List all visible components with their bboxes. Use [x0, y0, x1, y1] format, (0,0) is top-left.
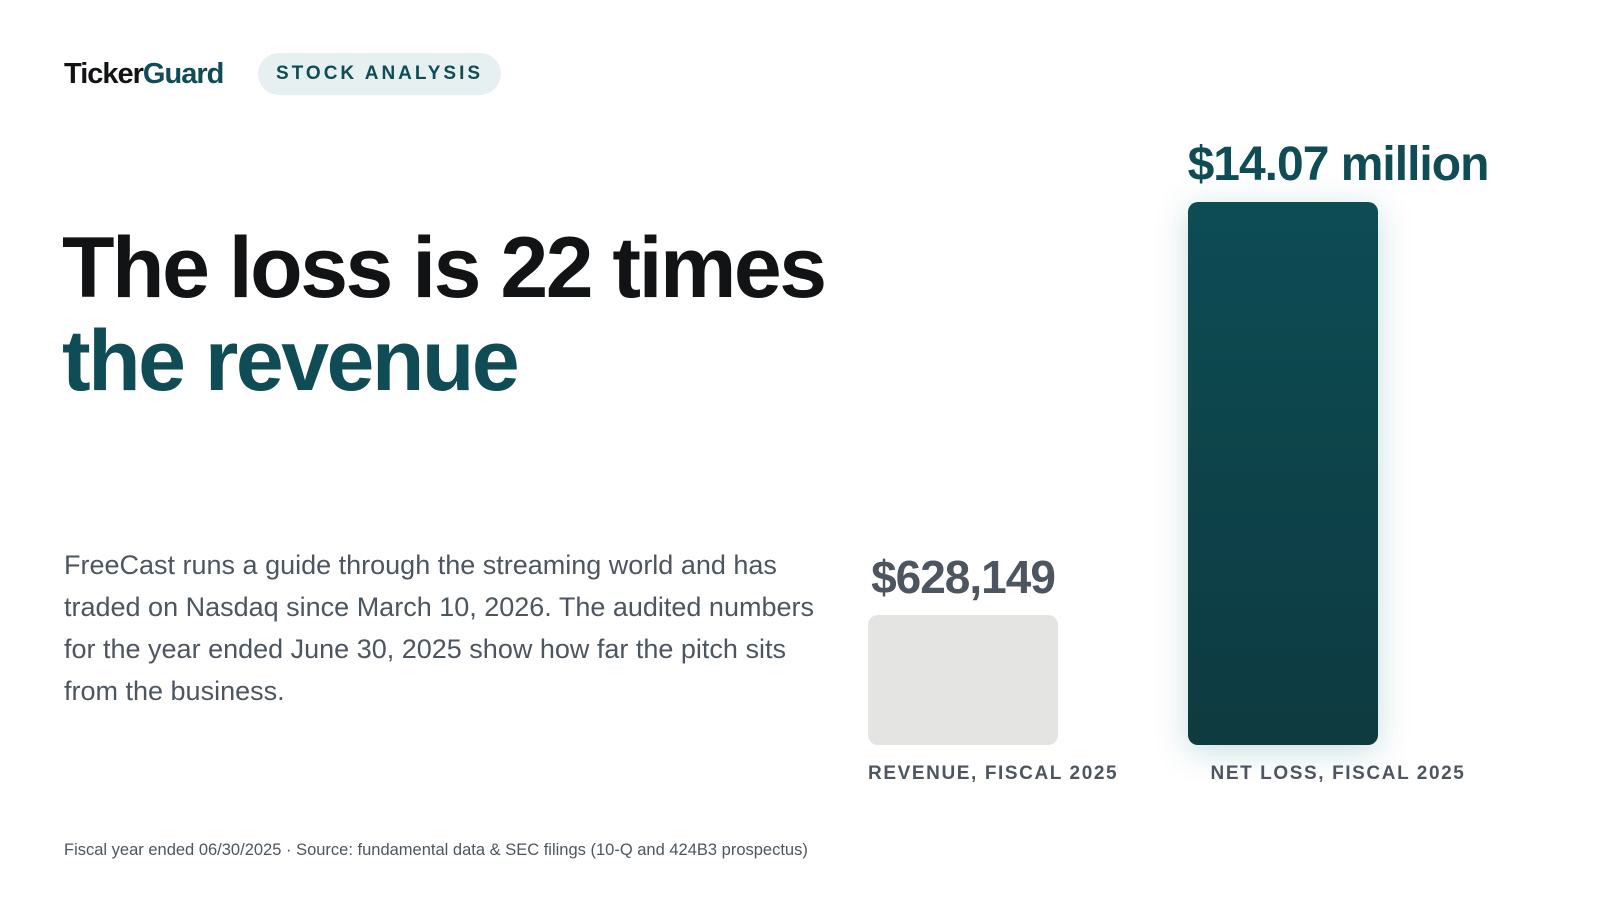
body-paragraph: FreeCast runs a guide through the stream…	[64, 550, 814, 706]
headline-line-1: The loss is 22 times	[62, 220, 827, 316]
category-label-net-loss: NET LOSS, FISCAL 2025	[1211, 763, 1466, 784]
brand-logo: TickerGuard	[64, 56, 224, 92]
bar-net-loss	[1188, 202, 1378, 745]
value-label-revenue: $628,149	[871, 551, 1055, 603]
brand-name-part2: Guard	[142, 58, 224, 90]
bar-revenue	[868, 615, 1058, 745]
brand-name-part1: Ticker	[64, 58, 144, 90]
source-footnote: Fiscal year ended 06/30/2025 · Source: f…	[64, 841, 808, 859]
headline: The loss is 22 times the revenue	[62, 220, 827, 409]
headline-line-2: the revenue	[62, 313, 520, 409]
category-label-revenue: REVENUE, FISCAL 2025	[868, 763, 1118, 784]
category-tag: STOCK ANALYSIS	[258, 53, 502, 95]
value-label-net-loss: $14.07 million	[1188, 138, 1489, 191]
